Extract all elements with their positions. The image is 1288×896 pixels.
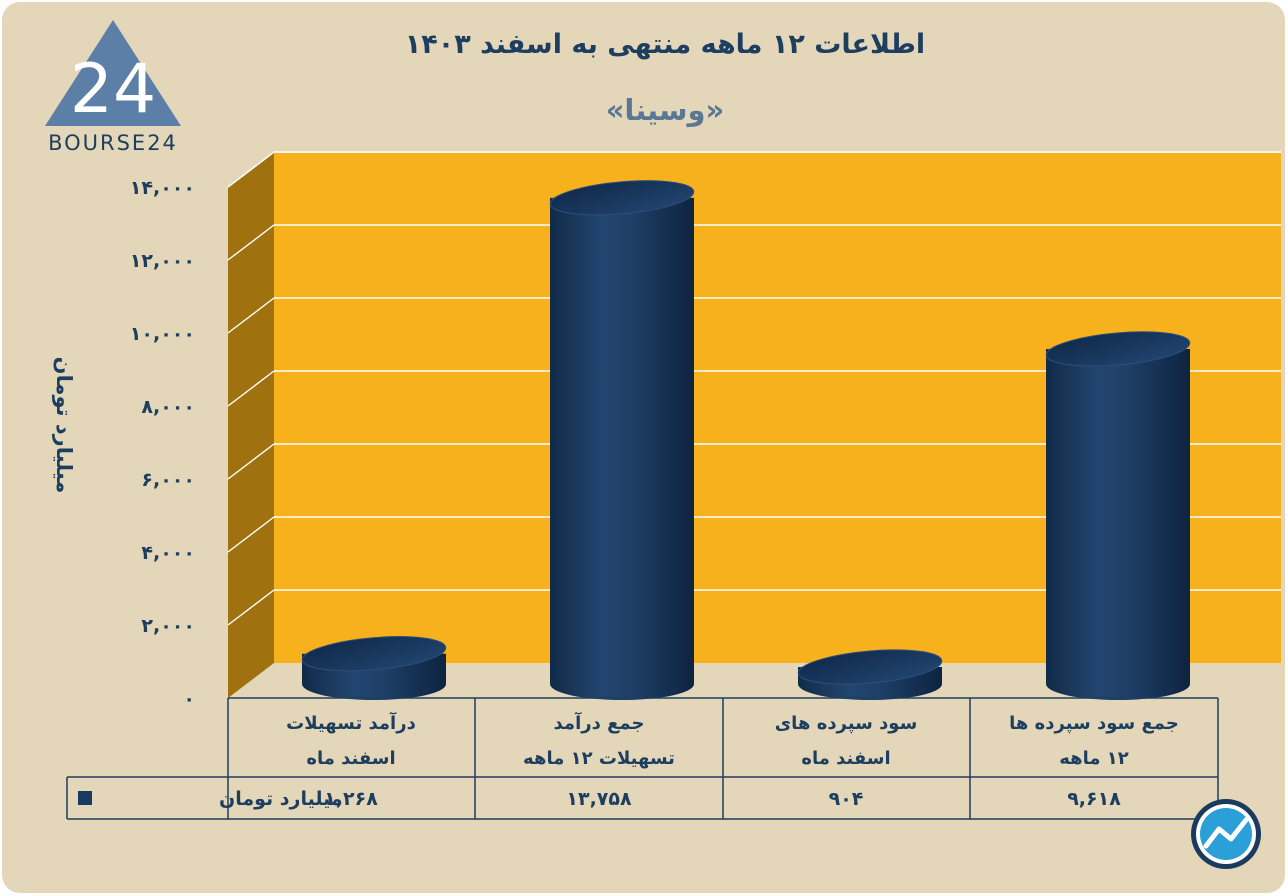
data-label: ۹,۶۱۸ [1067, 788, 1121, 810]
bourse24-logo: 24 BOURSE24 [45, 20, 181, 155]
category-label: اسفند ماه [801, 748, 890, 769]
data-label: ۹۰۴ [829, 788, 864, 810]
bar [797, 649, 943, 700]
legend-swatch [78, 791, 92, 805]
category-label: سود سپرده های [775, 713, 918, 734]
logo-mark: 24 [70, 50, 157, 129]
category-labels: درآمد تسهیلات اسفند ماه جمع درآمد تسهیلات ۱… [286, 711, 1179, 769]
bar-body [550, 197, 694, 700]
category-label: اسفند ماه [306, 748, 395, 769]
y-axis-label: میلیارد تومان [52, 357, 76, 494]
y-tick-label: ۱۰,۰۰۰ [130, 323, 195, 345]
data-label: ۱,۲۶۸ [324, 788, 378, 810]
chart-title: اطلاعات ۱۲ ماهه منتهی به اسفند ۱۴۰۳ [405, 29, 925, 60]
chart-subtitle: «وسینا» [606, 93, 725, 127]
grid-line [227, 443, 275, 480]
bar-top [301, 636, 447, 672]
y-tick-label: ۱۴,۰۰۰ [130, 177, 195, 199]
bar [301, 636, 447, 700]
bar-top [549, 180, 695, 216]
trend-arrow-icon [1203, 817, 1249, 849]
data-table: میلیارد تومان [66, 697, 1219, 820]
grid-line [227, 297, 275, 334]
grid-line [227, 151, 275, 188]
bar-series [301, 180, 1191, 700]
bar-body [1046, 348, 1190, 700]
y-tick-label: ۱۲,۰۰۰ [130, 250, 195, 272]
bar [549, 180, 695, 700]
category-label: تسهیلات ۱۲ ماهه [523, 748, 675, 769]
logo-text: BOURSE24 [48, 131, 178, 155]
value-labels: ۱,۲۶۸ ۱۳,۷۵۸ ۹۰۴ ۹,۶۱۸ [324, 788, 1121, 810]
category-label: درآمد تسهیلات [286, 711, 416, 734]
grid-line [227, 224, 275, 261]
data-label: ۱۳,۷۵۸ [566, 788, 632, 810]
y-tick-label: ۶,۰۰۰ [141, 469, 195, 491]
grid-line [227, 589, 275, 626]
y-tick-label: ۰ [183, 688, 195, 710]
grid-line [227, 370, 275, 407]
brand-badge-icon [1191, 799, 1261, 869]
logo-triangle [45, 20, 181, 126]
bar-top [1045, 331, 1191, 367]
legend-label: میلیارد تومان [219, 788, 343, 810]
category-label: جمع درآمد [554, 711, 645, 734]
y-tick-label: ۴,۰۰۰ [141, 542, 195, 564]
y-tick-label: ۲,۰۰۰ [141, 615, 195, 637]
bar [1045, 331, 1191, 700]
y-axis-ticks: ۰ ۲,۰۰۰ ۴,۰۰۰ ۶,۰۰۰ ۸,۰۰۰ ۱۰,۰۰۰ ۱۲,۰۰۰ ۱۴,۰۰۰ [130, 177, 195, 710]
y-tick-label: ۸,۰۰۰ [141, 396, 195, 418]
bar-top [797, 649, 943, 685]
category-label: جمع سود سپرده ها [1009, 713, 1179, 734]
category-label: ۱۲ ماهه [1059, 748, 1129, 769]
grid-line [227, 516, 275, 553]
plot-side-wall [228, 153, 274, 698]
